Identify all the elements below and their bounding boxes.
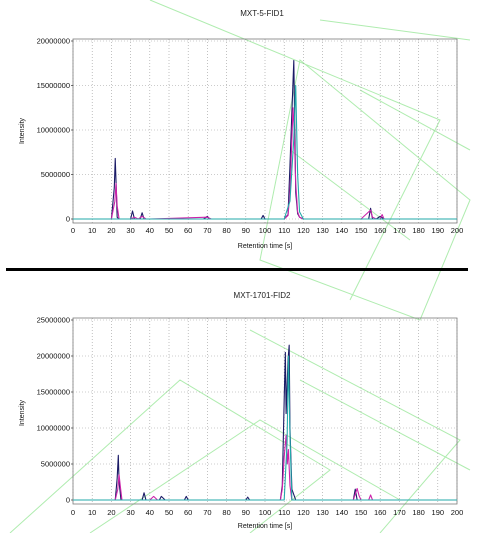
y-tick-label: 20000000 [37,37,70,46]
y-axis-label: Intensity [19,399,26,426]
x-tick-label: 100 [259,226,272,235]
y-tick-label: 0 [66,496,70,505]
series-layer [73,344,457,501]
x-tick-label: 130 [316,226,329,235]
x-tick-label: 170 [393,226,406,235]
y-axis-label: Intensity [19,117,26,144]
y-tick-label: 5000000 [41,170,70,179]
chart-separator [6,268,468,271]
x-tick-label: 140 [336,226,349,235]
x-tick-labels: 0 10 20 30 40 50 60 70 80 90 100 110 120 130 140 150 160… [71,508,463,517]
y-tick-label: 15000000 [37,388,70,397]
x-tick-label: 120 [297,508,310,517]
grid [72,39,458,223]
series-line-3 [73,84,457,220]
x-tick-label: 40 [146,508,154,517]
x-tick-label: 0 [71,226,75,235]
grid [72,318,458,504]
x-tick-label: 60 [184,508,192,517]
watermark [9,0,471,533]
x-tick-label: 10 [88,508,96,517]
y-tick-label: 20000000 [37,352,70,361]
y-tick-label: 0 [66,215,70,224]
x-tick-label: 80 [222,508,230,517]
x-tick-label: 150 [355,508,368,517]
x-tick-label: 100 [259,508,272,517]
chart-mxt-1701-fid2: MXT-1701-FID2 0 5000000 10000000 15000000 20… [19,291,463,530]
x-tick-label: 10 [88,226,96,235]
y-tick-label: 10000000 [37,424,70,433]
y-tick-label: 5000000 [41,460,70,469]
x-axis-label: Retention time [s] [238,523,293,530]
plot-frame [72,317,458,505]
x-tick-label: 90 [242,508,250,517]
y-tick-labels: 0 5000000 10000000 15000000 20000000 [37,37,73,224]
x-tick-label: 30 [126,508,134,517]
x-tick-label: 70 [203,226,211,235]
x-tick-label: 160 [374,508,387,517]
x-tick-label: 0 [71,508,75,517]
plot-frame [72,38,458,224]
x-tick-label: 190 [432,508,445,517]
x-tick-label: 50 [165,226,173,235]
x-tick-label: 130 [316,508,329,517]
x-tick-label: 180 [412,508,425,517]
chart-title: MXT-1701-FID2 [234,291,291,300]
chart-title: MXT-5-FID1 [240,9,284,18]
y-tick-label: 25000000 [37,316,70,325]
x-tick-label: 190 [432,226,445,235]
x-tick-label: 110 [278,508,290,517]
chart-mxt-5-fid1: MXT-5-FID1 05000000100000001500000020000… [19,9,463,250]
x-tick-label: 160 [374,226,387,235]
series-line-3 [73,355,457,501]
y-tick-label: 10000000 [37,126,70,135]
x-axis-label: Retention time [s] [238,243,293,250]
y-tick-labels: 0 5000000 10000000 15000000 20000000 25000000 [37,316,73,505]
x-tick-label: 70 [203,508,211,517]
x-tick-label: 200 [451,226,464,235]
x-tick-label: 200 [451,508,464,517]
x-tick-label: 170 [393,508,406,517]
x-tick-label: 180 [412,226,425,235]
x-tick-label: 50 [165,508,173,517]
x-tick-label: 40 [146,226,154,235]
x-tick-label: 120 [297,226,310,235]
x-tick-label: 140 [336,508,349,517]
x-tick-labels: 0 10 20 30 40 50 60 70 80 90 100 110 120 130 140 150 160… [71,226,463,235]
y-tick-label: 15000000 [37,81,70,90]
x-tick-label: 90 [242,226,250,235]
x-tick-label: 20 [107,508,115,517]
x-tick-label: 80 [222,226,230,235]
x-tick-label: 30 [126,226,134,235]
x-tick-label: 110 [278,226,290,235]
x-tick-label: 60 [184,226,192,235]
series-layer [73,60,457,220]
x-tick-label: 20 [107,226,115,235]
x-tick-label: 150 [355,226,368,235]
